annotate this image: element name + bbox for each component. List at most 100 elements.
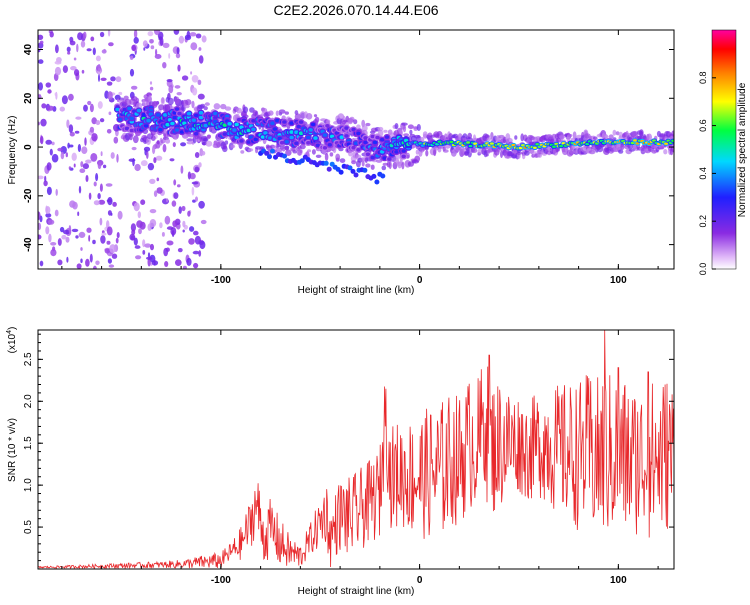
spectrogram-halo-blob [414, 155, 421, 163]
spectrogram-halo-blob [351, 160, 357, 165]
spectrogram-noise-blob [131, 85, 138, 90]
spectrogram-halo-blob [425, 149, 429, 157]
svg-text:(x104): (x104) [6, 327, 18, 354]
spectrogram-halo-blob [442, 149, 449, 153]
spectrogram-halo-blob [268, 110, 274, 116]
spectrogram-noise-blob [169, 158, 175, 162]
spectrogram-noise-blob [178, 35, 185, 44]
spectrogram-halo-blob [415, 149, 419, 155]
spectrogram-noise-blob [63, 229, 70, 235]
spectrogram-noise-blob [97, 161, 102, 170]
spectrogram-halo-blob [520, 133, 524, 142]
spectrogram-ridge-core [327, 143, 332, 147]
spectrogram-noise-blob [77, 32, 83, 41]
spectrogram-ridge-core [322, 133, 328, 137]
spectrogram-noise-blob [173, 179, 177, 186]
spectrogram-ridge-core [466, 141, 471, 144]
spectrogram-noise-blob [51, 141, 55, 146]
spectrogram-halo-blob [191, 100, 195, 109]
spectrogram-ridge-core [313, 136, 318, 140]
spectrogram-noise-blob [146, 150, 149, 159]
spectrogram-branch-blob [326, 166, 332, 172]
spectrogram-halo-blob [242, 106, 249, 114]
spectrogram-ridge-core [146, 118, 151, 123]
snr-panel: -100 0 100 0.5 1.0 1.5 2.0 2.5 Height of straig… [6, 327, 675, 597]
spectrogram-noise-blob [106, 129, 112, 134]
spectrogram-noise-blob [198, 250, 202, 257]
spectrogram-noise-blob [133, 237, 138, 246]
spectrogram-halo-blob [203, 106, 208, 111]
colorbar-tick-label: 0.8 [698, 72, 708, 85]
spectrogram-ridge-core [129, 116, 134, 120]
spectrogram-ridge-core [310, 122, 316, 127]
spectrogram-noise-blob [59, 226, 65, 233]
spectrogram-ridge-core [671, 139, 674, 142]
spectrogram-noise-blob [89, 126, 95, 133]
spectrogram-ridge-core [143, 124, 149, 128]
spectrogram-ridge-core [325, 124, 330, 128]
spectrogram-noise-blob [177, 64, 181, 72]
spectrogram-noise-blob [156, 177, 160, 182]
colorbar-tick-label: 0.4 [698, 167, 708, 180]
spectrogram-halo-blob [407, 124, 414, 129]
spectrogram-noise-blob [91, 133, 98, 142]
spectrogram-noise-blob [186, 257, 192, 266]
spectrogram-halo-blob [285, 149, 292, 156]
spectrogram-halo-blob [604, 134, 609, 140]
spectrogram-ridge-core [315, 143, 320, 148]
spectrogram-noise-blob [177, 248, 183, 253]
spectrogram-halo-blob [230, 144, 236, 149]
spectrogram-noise-blob [80, 258, 83, 264]
spectrogram-noise-blob [87, 100, 92, 106]
spectrogram-noise-blob [187, 210, 191, 217]
spectrogram-noise-blob [197, 93, 205, 100]
spectrogram-noise-blob [131, 229, 136, 236]
spectrogram-noise-blob [97, 64, 101, 72]
spectrogram-noise-blob [98, 199, 106, 205]
spectrogram-noise-blob [49, 31, 54, 38]
colorbar-ticks: 0.0 0.2 0.4 0.6 0.8 [698, 72, 716, 275]
spectrogram-noise-blob [164, 215, 171, 225]
spectrogram-ridge-core [227, 122, 232, 126]
spectrogram-noise-blob [137, 211, 141, 219]
spectrogram-branch-blob [380, 173, 386, 179]
spectrogram-halo-blob [639, 129, 644, 137]
spectrogram-noise-blob [149, 209, 157, 214]
spectrogram-noise-blob [40, 118, 47, 127]
spectrogram-noise-blob [90, 36, 95, 42]
spectrogram-noise-blob [66, 119, 70, 128]
spectrogram-halo-blob [160, 97, 165, 105]
spectrogram-noise-blob [136, 220, 143, 228]
spectrogram-halo-blob [671, 130, 674, 137]
spectrogram-halo-blob [324, 152, 329, 161]
spectrogram-noise-blob [172, 220, 178, 228]
spectrogram-halo-blob [165, 138, 171, 144]
spectrogram-noise-blob [143, 47, 146, 51]
spectrogram-noise-blob [69, 40, 76, 46]
spectrogram-branch-blob [353, 172, 359, 178]
spectrogram-ridge-core [213, 111, 218, 116]
spectrogram-noise-blob [162, 144, 167, 153]
spectrogram-noise-blob [38, 222, 42, 230]
spectrogram-ridge-core [232, 128, 237, 132]
spectrogram-halo-blob [370, 164, 375, 170]
spectrogram-ridge-core [289, 121, 294, 125]
spectrogram-ridge-core [222, 123, 227, 127]
spectrogram-halo-blob [150, 135, 156, 141]
spectrogram-noise-blob [156, 187, 163, 194]
spectrogram-ridge-core [511, 143, 516, 147]
spectrogram-halo-blob [132, 135, 139, 144]
spectrogram-halo-blob [349, 116, 355, 122]
spectrogram-noise-blob [191, 181, 199, 185]
spectrogram-branch-blob [270, 148, 275, 154]
spectrogram-noise-blob [133, 37, 139, 44]
spectrogram-halo-blob [401, 161, 405, 170]
spectrogram-noise-blob [198, 162, 202, 168]
spectrogram-ridge-core [277, 136, 282, 141]
colorbar-label: Normalized spectral amplitude [737, 82, 748, 217]
spectrogram-noise-blob [97, 193, 101, 200]
spectrogram-branch-blob [282, 153, 287, 159]
spectrogram-noise-blob [76, 263, 82, 269]
spectrogram-noise-blob [60, 151, 65, 160]
spectrogram-noise-blob [38, 175, 44, 180]
